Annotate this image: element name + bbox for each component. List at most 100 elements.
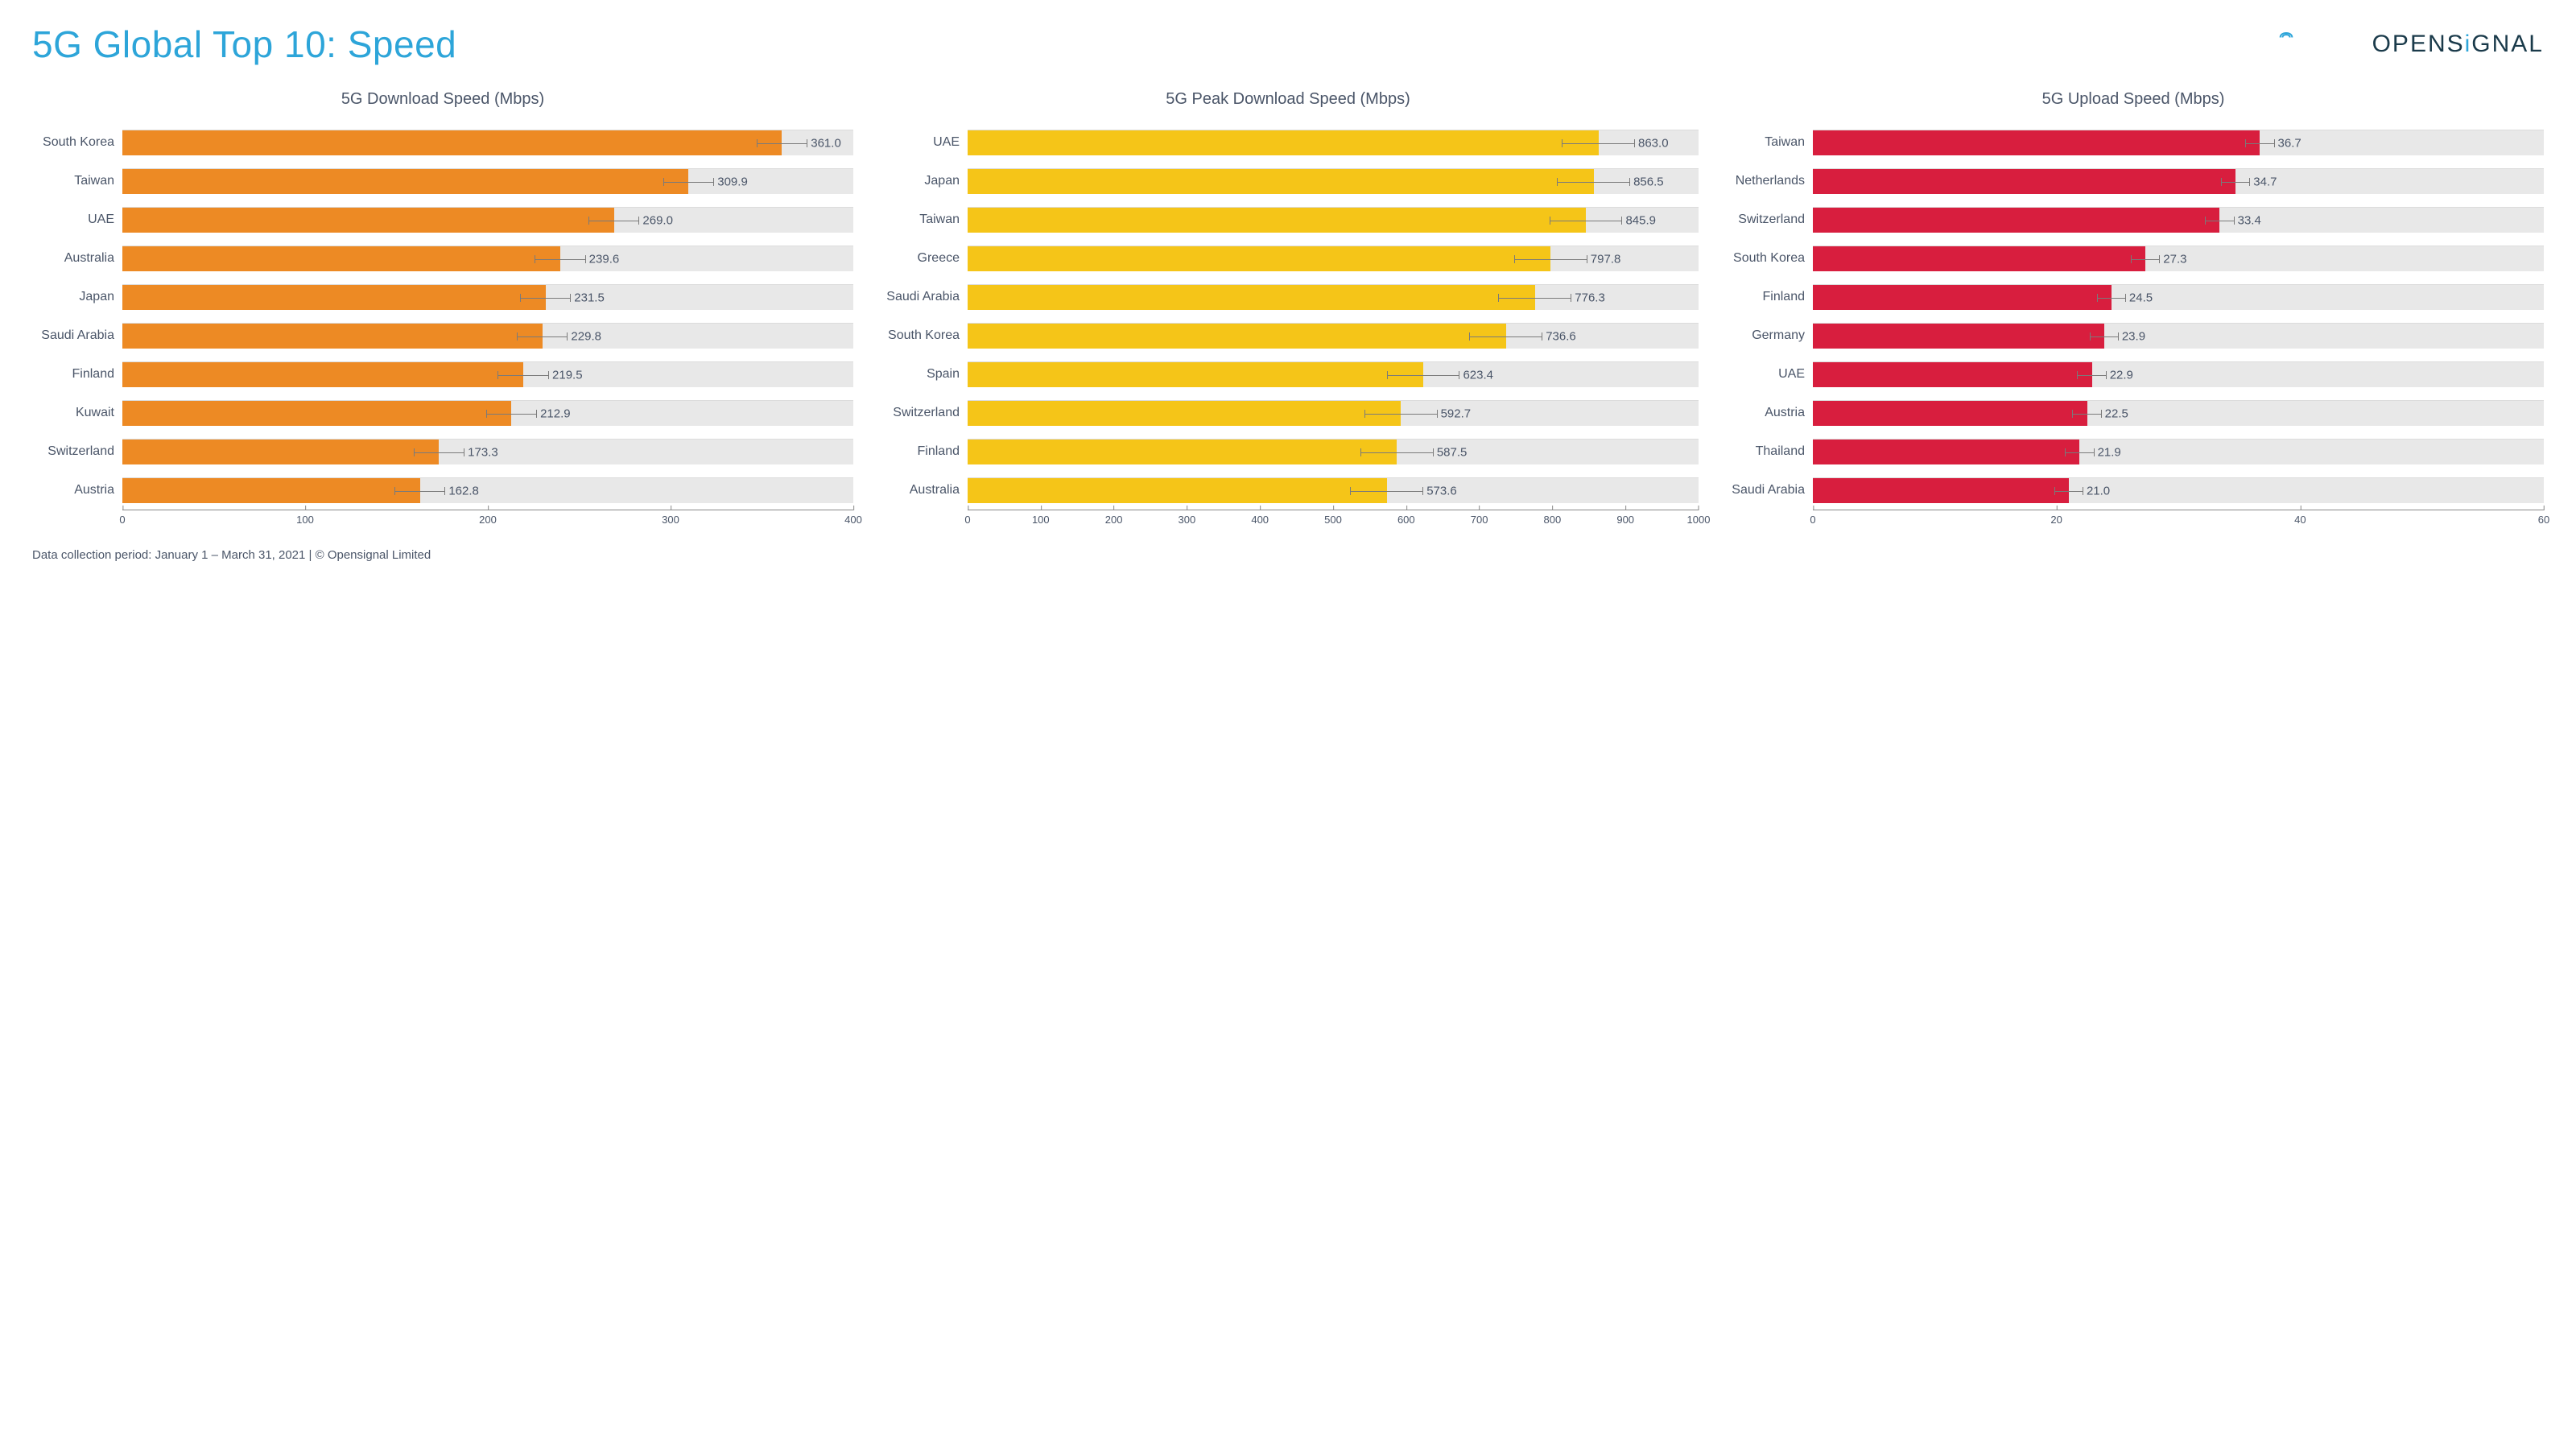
bar-track: 797.8 xyxy=(968,246,1699,271)
bar-row: Taiwan309.9 xyxy=(32,167,853,196)
signal-arc-icon xyxy=(2277,24,2295,42)
error-bar xyxy=(1364,414,1438,415)
category-label: Netherlands xyxy=(1723,174,1813,188)
tick-label: 200 xyxy=(1105,510,1123,526)
bar xyxy=(122,362,523,387)
bar-row: Netherlands34.7 xyxy=(1723,167,2544,196)
bar-track: 573.6 xyxy=(968,477,1699,503)
category-label: UAE xyxy=(32,213,122,227)
bar-row: Saudi Arabia21.0 xyxy=(1723,476,2544,505)
bar-row: Australia239.6 xyxy=(32,244,853,273)
axis-ticks: 0100200300400 xyxy=(122,510,853,529)
error-bar xyxy=(2065,452,2094,453)
value-label: 587.5 xyxy=(1437,445,1468,459)
category-label: Austria xyxy=(1723,406,1813,420)
bar-row: Taiwan 845.9 xyxy=(877,205,1699,234)
bar xyxy=(1813,401,2087,426)
x-axis: 0204060 xyxy=(1723,510,2544,529)
tick-label: 700 xyxy=(1471,510,1488,526)
bar-track: 23.9 xyxy=(1813,323,2544,349)
bar xyxy=(968,285,1535,310)
error-bar xyxy=(2221,182,2250,183)
bar xyxy=(122,246,560,271)
tick-label: 0 xyxy=(1810,510,1815,526)
bar-track: 34.7 xyxy=(1813,168,2544,194)
error-bar xyxy=(757,143,808,144)
bar-track: 863.0 xyxy=(968,130,1699,155)
category-label: Saudi Arabia xyxy=(32,328,122,343)
value-label: 361.0 xyxy=(811,136,841,150)
bar-row: UAE863.0 xyxy=(877,128,1699,157)
bar-track: 776.3 xyxy=(968,284,1699,310)
bar xyxy=(122,478,420,503)
axis-tick: 0 xyxy=(1810,510,1815,526)
bar xyxy=(1813,362,2092,387)
value-label: 22.5 xyxy=(2105,407,2128,420)
tick-label: 500 xyxy=(1324,510,1342,526)
error-bar xyxy=(1498,298,1571,299)
value-label: 212.9 xyxy=(540,407,571,420)
bar-row: Finland 587.5 xyxy=(877,437,1699,466)
axis-tick: 200 xyxy=(479,510,497,526)
axis-tick: 300 xyxy=(1179,510,1196,526)
value-label: 23.9 xyxy=(2122,329,2145,343)
axis-tick: 200 xyxy=(1105,510,1123,526)
bar-row: Saudi Arabia776.3 xyxy=(877,283,1699,312)
error-bar xyxy=(1350,491,1423,492)
error-bar xyxy=(497,375,549,376)
tick-label: 0 xyxy=(964,510,970,526)
error-bar xyxy=(2077,375,2106,376)
tick-label: 600 xyxy=(1397,510,1415,526)
category-label: Japan xyxy=(877,174,968,188)
value-label: 797.8 xyxy=(1591,252,1621,266)
category-label: South Korea xyxy=(877,328,968,343)
value-label: 21.9 xyxy=(2098,445,2121,459)
tick-label: 300 xyxy=(662,510,679,526)
value-label: 27.3 xyxy=(2163,252,2186,266)
bar-row: Germany 23.9 xyxy=(1723,321,2544,350)
category-label: Germany xyxy=(1723,328,1813,343)
bar-track: 856.5 xyxy=(968,168,1699,194)
error-bar xyxy=(2090,336,2119,337)
category-label: Switzerland xyxy=(1723,213,1813,227)
bar xyxy=(968,478,1387,503)
category-label: Austria xyxy=(32,483,122,497)
category-label: UAE xyxy=(1723,367,1813,382)
chart-title: 5G Download Speed (Mbps) xyxy=(32,90,853,109)
axis-tick: 0 xyxy=(119,510,125,526)
logo-part-i: i xyxy=(2465,31,2472,58)
value-label: 269.0 xyxy=(642,213,673,227)
bar-track: 219.5 xyxy=(122,361,853,387)
category-label: Taiwan xyxy=(877,213,968,227)
bar xyxy=(1813,246,2145,271)
bar-row: UAE 22.9 xyxy=(1723,360,2544,389)
bar-track: 162.8 xyxy=(122,477,853,503)
bar-track: 229.8 xyxy=(122,323,853,349)
category-label: Finland xyxy=(877,444,968,459)
value-label: 22.9 xyxy=(2110,368,2133,382)
bar-track: 22.5 xyxy=(1813,400,2544,426)
tick-label: 200 xyxy=(479,510,497,526)
tick-label: 400 xyxy=(844,510,862,526)
category-label: Greece xyxy=(877,251,968,266)
category-label: Switzerland xyxy=(32,444,122,459)
bar-row: Austria162.8 xyxy=(32,476,853,505)
category-label: Kuwait xyxy=(32,406,122,420)
bar xyxy=(122,324,543,349)
bar-track: 21.0 xyxy=(1813,477,2544,503)
category-label: Finland xyxy=(1723,290,1813,304)
value-label: 573.6 xyxy=(1426,484,1457,497)
bar-row: Japan856.5 xyxy=(877,167,1699,196)
axis-tick: 100 xyxy=(296,510,314,526)
value-label: 845.9 xyxy=(1625,213,1656,227)
bar-track: 36.7 xyxy=(1813,130,2544,155)
axis-tick: 1000 xyxy=(1687,510,1711,526)
category-label: Australia xyxy=(877,483,968,497)
bar xyxy=(1813,130,2260,155)
bar xyxy=(122,401,511,426)
charts-container: 5G Download Speed (Mbps) South Korea 361.0… xyxy=(32,90,2544,529)
value-label: 736.6 xyxy=(1546,329,1576,343)
bar-track: 33.4 xyxy=(1813,207,2544,233)
value-label: 173.3 xyxy=(468,445,498,459)
bar-track: 24.5 xyxy=(1813,284,2544,310)
